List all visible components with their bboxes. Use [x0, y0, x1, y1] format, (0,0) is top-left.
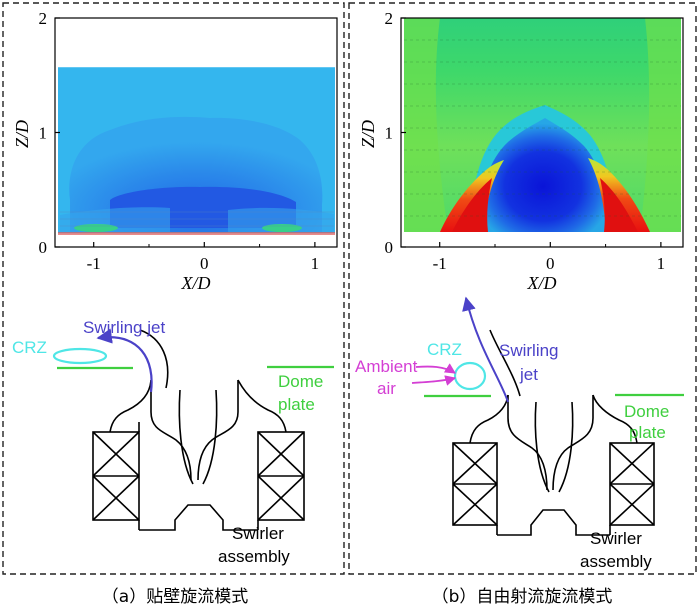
- panel-a-base-edges: [138, 520, 259, 530]
- panel-a-swirler-left: [92, 431, 140, 521]
- panel-b-crz-label: CRZ: [427, 340, 462, 359]
- panel-b-ambient-label-2: air: [377, 379, 396, 398]
- panel-b-caption: （b）自由射流旋流模式: [432, 587, 613, 607]
- panel-b-ambient-label-1: Ambient: [355, 357, 418, 376]
- panel-b-swirling-label-2: jet: [519, 365, 538, 384]
- ticksA-xtick-label-0: -1: [87, 254, 101, 273]
- panel-b-jet-guide: [489, 329, 521, 397]
- panel-a-swirler-base: [139, 504, 258, 531]
- panel-a-outer-left: [109, 379, 152, 433]
- ticksA-ytick-label-2: 2: [39, 9, 48, 28]
- panel-b-crz-circle: [453, 361, 487, 391]
- panel-a-plot: -1 0 1 0 1 2 Z/D X/D: [12, 9, 338, 293]
- ticksB-xtick-label-0: -1: [433, 254, 447, 273]
- ticksB-xtick-label-1: 0: [546, 254, 555, 273]
- ticksA-xtick-label-1: 0: [200, 254, 209, 273]
- panel-a-dome-label-1: Dome: [278, 372, 323, 391]
- panel-a-crz-ellipse: [52, 347, 108, 365]
- panel-a-wall-right-inner: [197, 380, 239, 481]
- panel-a-swirling-jet-arrow: [96, 328, 153, 393]
- panel-b-xlabel: X/D: [527, 273, 557, 293]
- ticksB-ytick-label-0: 0: [385, 238, 394, 257]
- ticksB-ytick-label-1: 1: [385, 124, 394, 143]
- panel-b-ambient-arrow-2: [411, 375, 457, 386]
- panel-a-xlabel: X/D: [181, 273, 211, 293]
- panel-b-swirler-left: [452, 442, 498, 526]
- panel-a-ticks: -1 0 1 0 1 2: [39, 9, 320, 273]
- panel-a-crz-label: CRZ: [12, 338, 47, 357]
- panel-a-jet-guide: [139, 329, 169, 389]
- panel-b-venturi-left: [534, 401, 550, 493]
- panel-b-frame: [348, 2, 697, 575]
- panel-a-schematic: [52, 328, 334, 531]
- panel-a-frame: [2, 2, 345, 575]
- panel-a-swirling-jet-label: Swirling jet: [83, 318, 165, 337]
- panel-b-swirler-label-2: assembly: [580, 552, 652, 571]
- panel-b-ambient-arrow-1: [415, 363, 456, 374]
- panel-a-ylabel: Z/D: [12, 120, 32, 148]
- panel-b-swirler-right: [609, 442, 655, 526]
- panel-b-outer-right: [592, 394, 638, 444]
- panel-b-velocity-field: [404, 18, 681, 232]
- ticksB-ytick-label-2: 2: [385, 9, 394, 28]
- panel-b-plot: -1 0 1 0 1 2 Z/D X/D: [358, 9, 684, 293]
- panel-b-outer-left: [469, 394, 509, 444]
- panel-b-wall-right-inner: [552, 395, 594, 491]
- panel-a-swirler-label-1: Swirler: [232, 524, 284, 543]
- panel-b-swirling-jet-arrow: [462, 296, 509, 403]
- panel-a-venturi-right: [202, 389, 218, 485]
- panel-b-wall-left-inner: [507, 395, 548, 491]
- panel-b-swirler-base: [497, 509, 610, 536]
- ticksA-ytick-label-1: 1: [39, 124, 48, 143]
- panel-a-venturi-left: [178, 389, 194, 485]
- ticksA-xtick-label-2: 1: [311, 254, 320, 273]
- panel-a-outer-right: [237, 379, 287, 433]
- panel-b-dome-label-1: Dome: [624, 402, 669, 421]
- ticksA-ytick-label-0: 0: [39, 238, 48, 257]
- panel-a-velocity-field: [58, 67, 335, 235]
- panel-a-swirler-label-2: assembly: [218, 547, 290, 566]
- panel-b-schematic: [411, 296, 684, 536]
- panel-a-caption: （a）贴壁旋流模式: [102, 587, 248, 607]
- panel-b-base-edges: [496, 525, 611, 535]
- panel-b-swirling-label-1: Swirling: [499, 341, 559, 360]
- panel-a-swirler-right: [257, 431, 305, 521]
- panel-b-ticks: -1 0 1 0 1 2: [385, 9, 666, 273]
- panel-b-venturi-right: [558, 401, 574, 493]
- panel-a-wall-left-inner: [150, 380, 192, 481]
- ticksB-xtick-label-2: 1: [657, 254, 666, 273]
- panel-b-swirler-label-1: Swirler: [590, 529, 642, 548]
- panel-a-dome-label-2: plate: [278, 395, 315, 414]
- panel-b-ylabel: Z/D: [358, 120, 378, 148]
- panel-b-dome-label-2: plate: [629, 423, 666, 442]
